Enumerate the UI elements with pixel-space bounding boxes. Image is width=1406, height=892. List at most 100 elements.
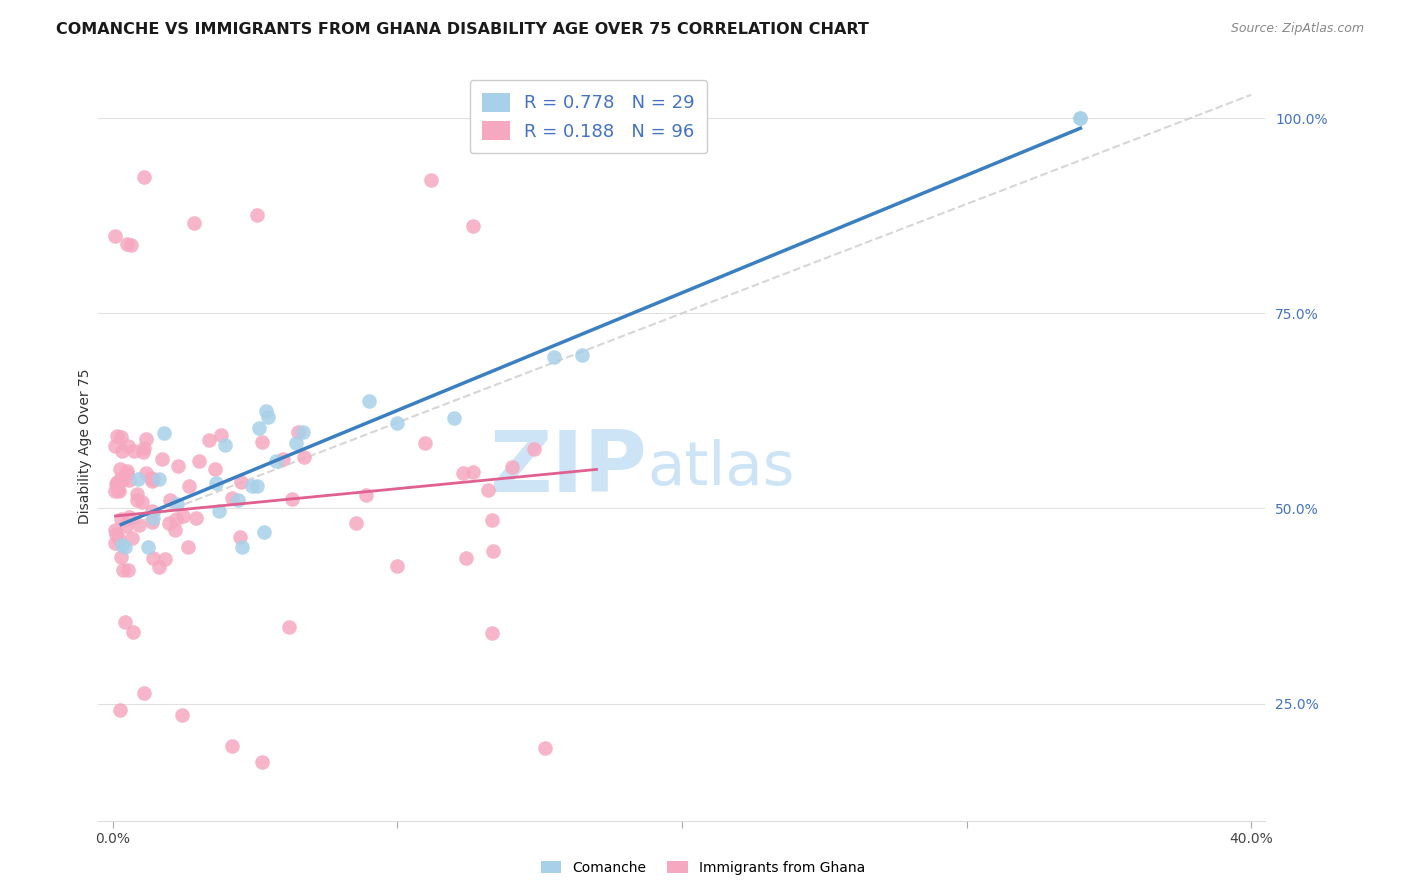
Point (451, 466, 474, 480)
Point (163, 523, 186, 537)
Point (354, 488, 377, 502)
Point (121, 531, 143, 545)
Point (107, 483, 129, 497)
Point (117, 467, 139, 481)
Point (292, 450, 315, 465)
Point (221, 491, 243, 505)
Point (204, 462, 226, 476)
Y-axis label: Disability Age Over 75: Disability Age Over 75 (77, 368, 91, 524)
Point (443, 411, 465, 425)
Point (257, 410, 280, 425)
Point (118, 509, 141, 524)
Point (501, 459, 523, 474)
Point (104, 439, 127, 453)
Point (184, 511, 207, 525)
Point (413, 435, 436, 450)
Point (523, 442, 546, 456)
Text: COMANCHE VS IMMIGRANTS FROM GHANA DISABILITY AGE OVER 75 CORRELATION CHART: COMANCHE VS IMMIGRANTS FROM GHANA DISABI… (56, 22, 869, 37)
Point (245, 208, 267, 222)
Point (139, 471, 162, 485)
Point (214, 438, 236, 452)
Point (104, 523, 127, 537)
Text: ZIP: ZIP (489, 427, 647, 510)
Point (142, 510, 165, 524)
Point (247, 420, 270, 434)
Point (198, 434, 221, 448)
Point (155, 552, 177, 566)
Point (159, 493, 181, 508)
Point (287, 425, 309, 439)
Point (1069, 112, 1091, 126)
Point (104, 526, 127, 541)
Text: atlas: atlas (647, 439, 794, 498)
Point (108, 703, 131, 717)
Point (127, 472, 149, 486)
Point (264, 454, 287, 468)
Point (117, 473, 139, 487)
Point (111, 444, 134, 458)
Point (221, 739, 243, 753)
Point (271, 451, 294, 466)
Point (110, 549, 132, 564)
Point (253, 525, 276, 540)
Point (385, 558, 408, 573)
Point (357, 393, 380, 408)
Point (122, 444, 145, 458)
Point (167, 458, 190, 473)
Point (387, 416, 409, 430)
Point (208, 504, 231, 518)
Point (153, 425, 176, 440)
Point (177, 540, 200, 554)
Point (285, 435, 308, 450)
Point (170, 708, 193, 723)
Point (205, 476, 228, 491)
Point (292, 425, 315, 439)
Point (481, 625, 503, 640)
Point (117, 563, 139, 577)
Point (254, 404, 277, 418)
Point (132, 686, 155, 700)
Point (246, 479, 269, 493)
Point (111, 473, 134, 487)
Point (128, 518, 150, 533)
Point (108, 533, 131, 547)
Point (110, 512, 132, 526)
Point (104, 536, 127, 550)
Point (105, 428, 128, 442)
Point (1069, 112, 1091, 126)
Point (108, 462, 131, 476)
Point (240, 479, 263, 493)
Point (125, 487, 148, 501)
Point (111, 538, 134, 552)
Point (134, 170, 156, 185)
Point (252, 755, 274, 769)
Point (183, 215, 205, 229)
Point (166, 497, 188, 511)
Point (463, 465, 485, 479)
Point (148, 560, 170, 574)
Point (148, 472, 170, 486)
Point (477, 483, 499, 497)
Point (127, 493, 149, 508)
Point (165, 512, 187, 526)
Point (132, 444, 155, 458)
Point (135, 466, 157, 480)
Point (115, 237, 138, 252)
Point (114, 541, 136, 555)
Point (104, 229, 127, 244)
Point (135, 432, 157, 446)
Point (121, 625, 143, 640)
Point (481, 544, 503, 558)
Point (108, 483, 131, 498)
Point (211, 428, 233, 442)
Point (187, 454, 209, 468)
Point (142, 472, 165, 486)
Point (105, 475, 128, 490)
Point (226, 492, 249, 507)
Point (177, 478, 200, 492)
Point (157, 516, 180, 531)
Text: Source: ZipAtlas.com: Source: ZipAtlas.com (1230, 22, 1364, 36)
Point (278, 620, 301, 634)
Point (142, 550, 165, 565)
Point (141, 504, 163, 518)
